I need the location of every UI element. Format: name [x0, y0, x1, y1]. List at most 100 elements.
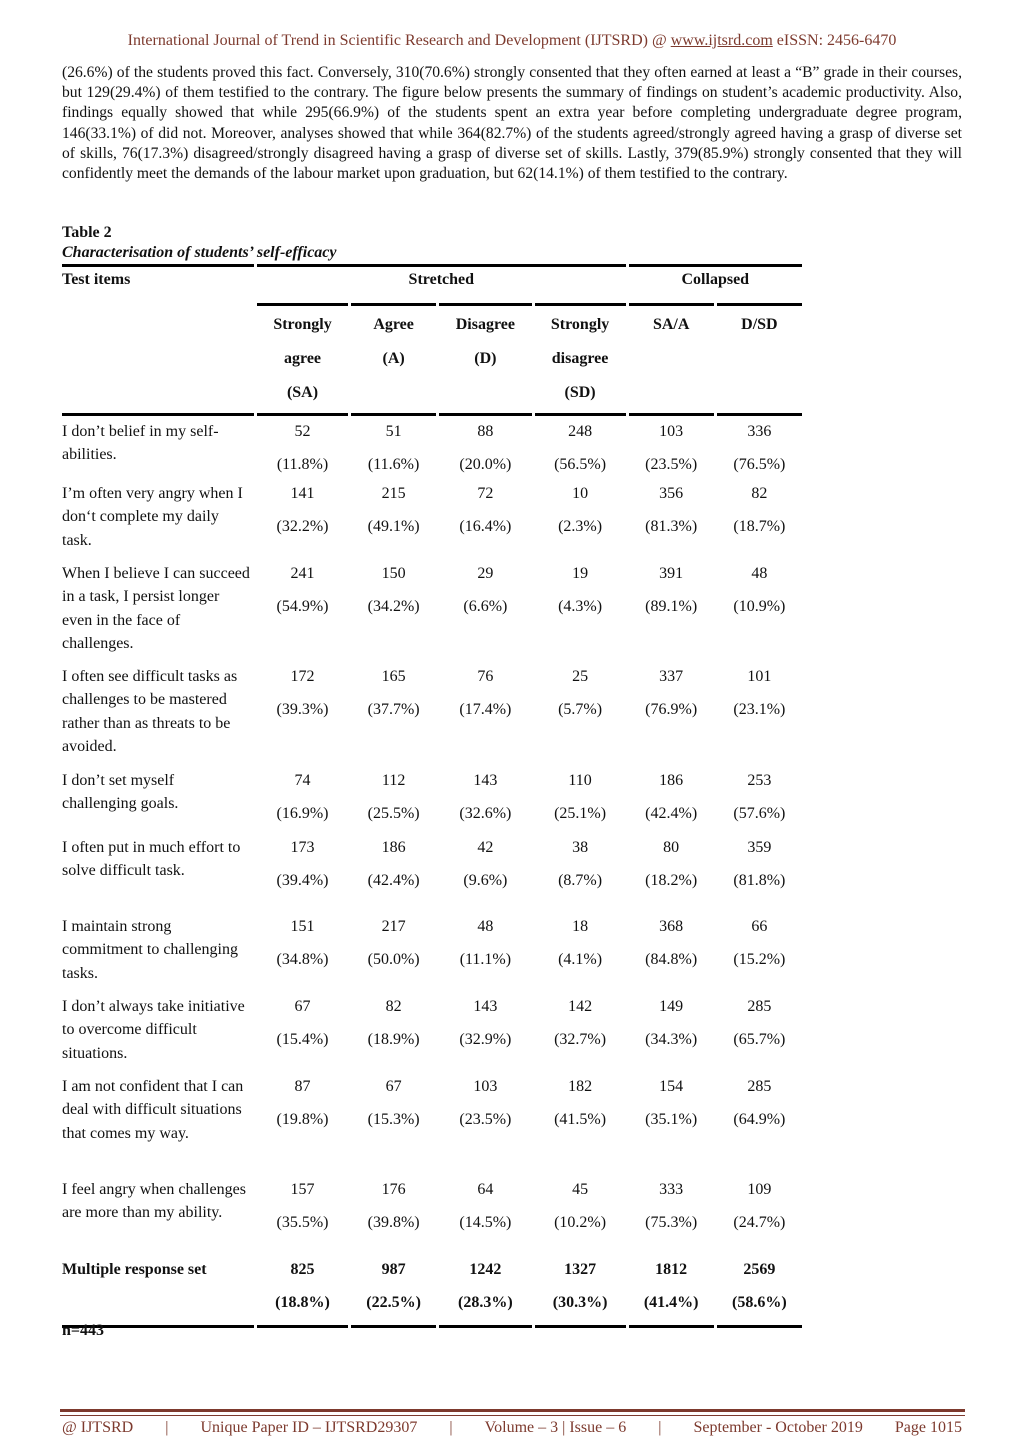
percent: (37.7%) [367, 701, 420, 719]
value-cell: 38 (8.7%) [535, 832, 626, 911]
footer-page: Page 1015 [894, 1419, 962, 1436]
percent: (64.9%) [733, 1111, 786, 1129]
count: 359 [747, 839, 772, 856]
percent: (2.3%) [558, 518, 603, 536]
footer-volume: Volume – 3 | Issue – 6 [484, 1419, 627, 1436]
item-cell: I don’t set myself challenging goals. [62, 772, 179, 813]
item-cell: Multiple response set [62, 1253, 254, 1328]
value-cell: 176 (39.8%) [351, 1174, 436, 1253]
value-cell: 150 (34.2%) [351, 558, 436, 661]
percent: (16.4%) [459, 518, 512, 536]
header-row: Test items Stretched Collapsed [62, 264, 802, 303]
table-body: Test items Stretched Collapsed Strongly agr… [62, 264, 802, 1328]
table: Test items Stretched Collapsed Strongly agr… [59, 264, 805, 1328]
count: 356 [659, 485, 684, 502]
value-cell: 253 (57.6%) [717, 765, 802, 832]
header-cell: Collapsed [628, 264, 802, 303]
percent: (22.5%) [366, 1294, 421, 1311]
percent: (42.4%) [367, 872, 420, 890]
percent: (54.9%) [276, 598, 329, 616]
count: 88 [477, 423, 494, 440]
value-cell: 19 (4.3%) [535, 558, 626, 661]
value-cell: 103 (23.5%) [628, 413, 714, 478]
percent: (75.3%) [645, 1214, 698, 1232]
value-cell: 143 (32.9%) [439, 991, 531, 1071]
count: 87 [294, 1078, 311, 1095]
table-row: I often put in much effort to solve diff… [62, 832, 802, 911]
percent: (19.8%) [276, 1111, 329, 1129]
value-cell: 186 (42.4%) [629, 765, 714, 832]
percent: (56.5%) [554, 456, 607, 474]
value-cell: 80 (18.2%) [629, 832, 714, 911]
percent: (50.0%) [367, 951, 420, 969]
value-cell: 241 (54.9%) [257, 558, 348, 661]
subheader-line: D/SD [741, 316, 778, 333]
table-row: When I believe I can succeed in a task, … [62, 558, 802, 661]
item-cell: I feel angry when challenges are more th… [62, 1181, 246, 1222]
subheader-line: Strongly [550, 316, 610, 333]
subheader-cell: SA/A [628, 303, 714, 413]
percent: (34.3%) [645, 1031, 698, 1049]
percent: (76.5%) [733, 456, 786, 474]
count: 66 [751, 918, 768, 935]
percent: (49.1%) [367, 518, 420, 536]
count: 67 [294, 998, 311, 1015]
percent: (18.9%) [367, 1031, 420, 1049]
count: 72 [477, 485, 494, 502]
count: 176 [381, 1181, 406, 1198]
subheader-line: (A) [382, 350, 405, 367]
count: 109 [747, 1181, 772, 1198]
table-row: Multiple response set 825 (18.8%) 987 (22.5%… [62, 1253, 802, 1328]
value-cell: 82 (18.7%) [717, 478, 802, 558]
count: 74 [294, 772, 311, 789]
value-cell: 157 (35.5%) [257, 1174, 348, 1253]
count: 110 [568, 772, 592, 789]
percent: (35.5%) [276, 1214, 329, 1232]
value-cell: 88 (20.0%) [439, 413, 532, 478]
table-note: n=443 [62, 1322, 105, 1339]
item-cell: I am not confident that I can deal with … [62, 1078, 244, 1142]
value-cell: 29 (6.6%) [439, 558, 531, 661]
url[interactable]: www.ijtsrd.com [670, 32, 773, 49]
count: 29 [477, 565, 494, 582]
subheader-line: SA/A [652, 316, 690, 333]
value-cell: 72 (16.4%) [439, 478, 531, 558]
value-cell: 186 (42.4%) [351, 832, 436, 911]
percent: (34.8%) [276, 951, 329, 969]
percent: (28.3%) [458, 1294, 513, 1311]
blank-cell [62, 303, 254, 413]
percent: (18.2%) [645, 872, 698, 890]
count: 987 [381, 1261, 406, 1278]
value-cell: 143 (32.6%) [439, 765, 531, 832]
value-cell: 1242 (28.3%) [439, 1253, 532, 1328]
percent: (17.4%) [459, 701, 512, 719]
percent: (42.4%) [645, 805, 698, 823]
footer-separator: | [449, 1419, 453, 1436]
value-cell: 987 (22.5%) [351, 1253, 437, 1328]
subheader-line: Disagree [455, 316, 515, 333]
percent: (32.6%) [459, 805, 512, 823]
subheader-cell: Agree (A) [351, 303, 437, 413]
count: 80 [663, 839, 680, 856]
count: 82 [751, 485, 768, 502]
value-cell: 18 (4.1%) [535, 911, 626, 991]
percent: (32.7%) [554, 1031, 607, 1049]
percent: (41.4%) [643, 1294, 699, 1311]
value-cell: 336 (76.5%) [716, 413, 802, 478]
journal: International Journal of Trend in Scient… [127, 32, 667, 49]
percent: (65.7%) [733, 1031, 786, 1049]
value-cell: 141 (32.2%) [257, 478, 348, 558]
subheader-line: (SD) [564, 384, 596, 401]
percent: (15.2%) [733, 951, 786, 969]
percent: (81.3%) [645, 518, 698, 536]
percent: (15.4%) [276, 1031, 329, 1049]
percent: (39.4%) [276, 872, 329, 890]
table-row: I don’t set myself challenging goals. 74 (… [62, 765, 802, 832]
value-cell: 368 (84.8%) [629, 911, 714, 991]
percent: (23.5%) [459, 1111, 512, 1129]
count: 182 [568, 1078, 593, 1095]
count: 82 [385, 998, 402, 1015]
item-cell: I’m often very angry when I don‘t comple… [62, 485, 243, 549]
count: 142 [568, 998, 593, 1015]
percent: (15.3%) [367, 1111, 420, 1129]
